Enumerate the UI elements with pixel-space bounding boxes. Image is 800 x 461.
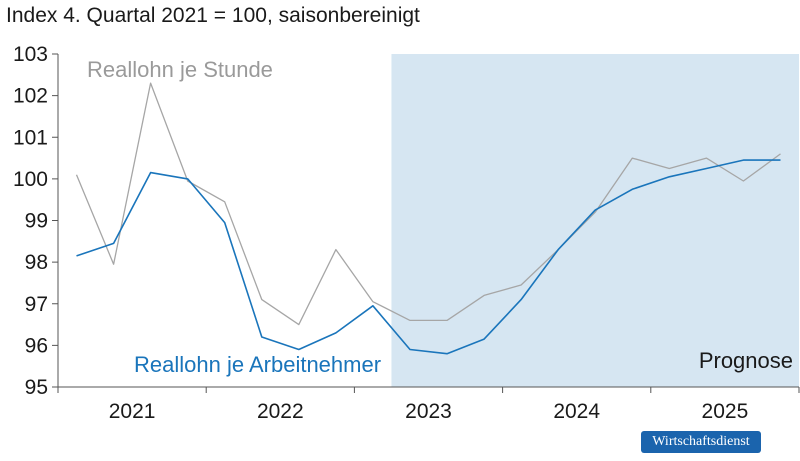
series-layer (75, 82, 781, 355)
y-tick-label: 97 (25, 293, 48, 316)
chart-subtitle: Index 4. Quartal 2021 = 100, saisonberei… (6, 4, 420, 27)
y-tick-label: 98 (25, 251, 48, 274)
x-tick-label: 2021 (109, 400, 156, 423)
x-tick-label: 2024 (553, 400, 600, 423)
y-tick-label: 101 (13, 126, 48, 149)
forecast-band (391, 54, 799, 387)
x-tick-label: 2023 (405, 400, 452, 423)
wirtschaftsdienst-logo: Wirtschaftsdienst (641, 431, 761, 453)
axes: 95 96 97 98 99 100 101 102 103 2021 2022 2023 2024 20… (13, 43, 800, 423)
x-tick-label: 2025 (702, 400, 749, 423)
y-tick-label: 96 (25, 334, 48, 357)
x-tick-label: 2022 (257, 400, 304, 423)
y-tick-label: 100 (13, 168, 48, 191)
y-tick-label: 95 (25, 376, 48, 399)
y-tick-label: 102 (13, 85, 48, 108)
y-tick-label: 99 (25, 210, 48, 233)
series-line-reallohn-je-stunde (75, 82, 781, 326)
forecast-label: Prognose (699, 348, 793, 373)
series-label-reallohn-je-stunde: Reallohn je Stunde (87, 57, 273, 82)
series-label-reallohn-je-arbeitnehmer: Reallohn je Arbeitnehmer (134, 352, 381, 377)
series-line-reallohn-je-arbeitnehmer (76, 159, 781, 355)
y-tick-label: 103 (13, 43, 48, 66)
